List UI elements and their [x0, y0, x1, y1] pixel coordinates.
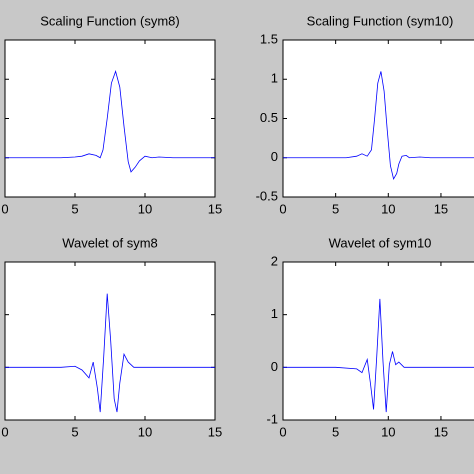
line: [283, 298, 474, 413]
x-tick-label: 0: [279, 424, 286, 439]
x-tick-label: 0: [1, 201, 8, 216]
y-tick-label: -0.5: [256, 188, 278, 203]
y-tick-label: 2: [271, 253, 278, 268]
x-tick-label: 5: [71, 201, 78, 216]
y-tick-label: 0: [271, 149, 278, 164]
axes: [4, 261, 216, 421]
x-tick-label: 10: [138, 424, 152, 439]
x-tick-label: 5: [332, 424, 339, 439]
x-tick-label: 15: [208, 424, 222, 439]
y-tick-label: 0.5: [260, 110, 278, 125]
x-tick-label: 5: [71, 424, 78, 439]
y-tick-label: 1: [271, 71, 278, 86]
axes: [4, 39, 216, 198]
y-tick-label: 1.5: [260, 31, 278, 46]
y-tick-label: -1: [266, 411, 278, 426]
x-tick-label: 0: [279, 201, 286, 216]
axes: [282, 39, 474, 198]
line: [5, 293, 215, 413]
chart-title: Wavelet of sym10: [329, 235, 432, 250]
chart-title: Scaling Function (sym8): [40, 13, 179, 28]
x-tick-label: 10: [138, 201, 152, 216]
y-tick-label: 0: [271, 359, 278, 374]
x-tick-label: 10: [381, 424, 395, 439]
line: [283, 71, 474, 181]
y-tick-label: 1: [271, 306, 278, 321]
x-tick-label: 5: [332, 201, 339, 216]
x-tick-label: 15: [434, 424, 448, 439]
line: [5, 70, 215, 173]
chart-title: Scaling Function (sym10): [307, 13, 454, 28]
axes: [282, 261, 474, 421]
chart-title: Wavelet of sym8: [62, 235, 158, 250]
x-tick-label: 15: [208, 201, 222, 216]
x-tick-label: 10: [381, 201, 395, 216]
x-tick-label: 15: [434, 201, 448, 216]
x-tick-label: 0: [1, 424, 8, 439]
